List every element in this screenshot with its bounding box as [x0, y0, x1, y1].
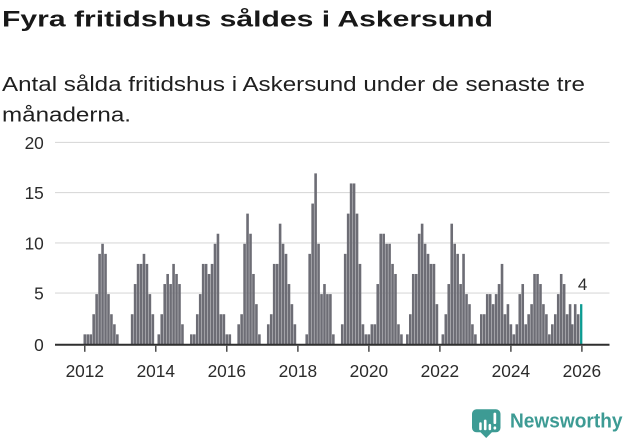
svg-text:2018: 2018	[279, 361, 317, 381]
svg-text:0: 0	[34, 335, 44, 355]
svg-text:2020: 2020	[350, 361, 388, 381]
svg-text:15: 15	[25, 183, 44, 203]
svg-text:5: 5	[34, 284, 44, 304]
svg-text:Newsworthy: Newsworthy	[510, 409, 623, 432]
svg-text:2022: 2022	[421, 361, 459, 381]
svg-text:4: 4	[578, 275, 587, 294]
svg-text:2026: 2026	[563, 361, 601, 381]
svg-text:2024: 2024	[492, 361, 531, 381]
svg-text:2014: 2014	[137, 361, 176, 381]
svg-text:Antal sålda fritidshus i Asker: Antal sålda fritidshus i Askersund under…	[2, 73, 585, 96]
svg-text:10: 10	[25, 233, 44, 253]
svg-text:20: 20	[25, 133, 44, 153]
svg-text:2016: 2016	[208, 361, 246, 381]
svg-text:månaderna.: månaderna.	[2, 104, 131, 127]
svg-text:2012: 2012	[66, 361, 104, 381]
svg-text:Fyra fritidshus såldes i Asker: Fyra fritidshus såldes i Askersund	[2, 7, 493, 32]
